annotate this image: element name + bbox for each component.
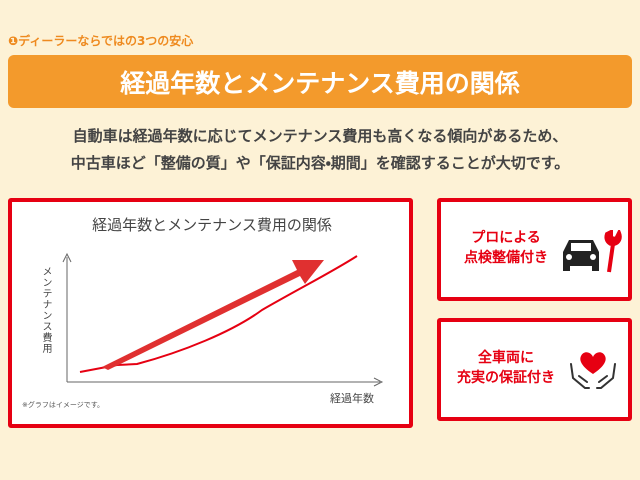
- section-label: ❶ディーラーならではの3つの安心: [8, 34, 194, 48]
- graph: 経過年数とメンテナンス費用の関係 経過年数 ※グラフはイメージです。: [22, 216, 384, 409]
- y-arrow: [62, 252, 72, 263]
- card-line: 点検整備付き: [464, 250, 548, 266]
- intro-line: 中古車ほど「整備の質」や「保証内容・期間」を確認することが大切です。: [70, 154, 570, 172]
- trend-arrow: [102, 260, 324, 370]
- car-icon: [563, 230, 622, 273]
- intro-line: 自動車は経過年数に応じてメンテナンス費用も高くなる傾向があるため、: [72, 127, 568, 145]
- card: プロによる 点検整備付き: [437, 198, 632, 301]
- x-arrow: [373, 377, 384, 387]
- card-line: 充実の保証付き: [457, 370, 555, 386]
- graph-panel: 経過年数とメンテナンス費用の関係 経過年数 ※グラフはイメージです。 メンテナン…: [8, 198, 413, 428]
- card: 全車両に 充実の保証付き: [437, 318, 632, 421]
- card-line: プロによる: [471, 230, 541, 246]
- heart-icon: [570, 352, 616, 389]
- y-label: メンテナンス費用: [40, 266, 51, 354]
- graph-title: 経過年数とメンテナンス費用の関係: [92, 216, 332, 234]
- banner-title: 経過年数とメンテナンス費用の関係: [8, 55, 632, 108]
- x-label: 経過年数: [330, 391, 374, 405]
- card-line: 全車両に: [478, 350, 534, 366]
- note: ※グラフはイメージです。: [22, 400, 104, 409]
- cost-curve: [79, 255, 358, 373]
